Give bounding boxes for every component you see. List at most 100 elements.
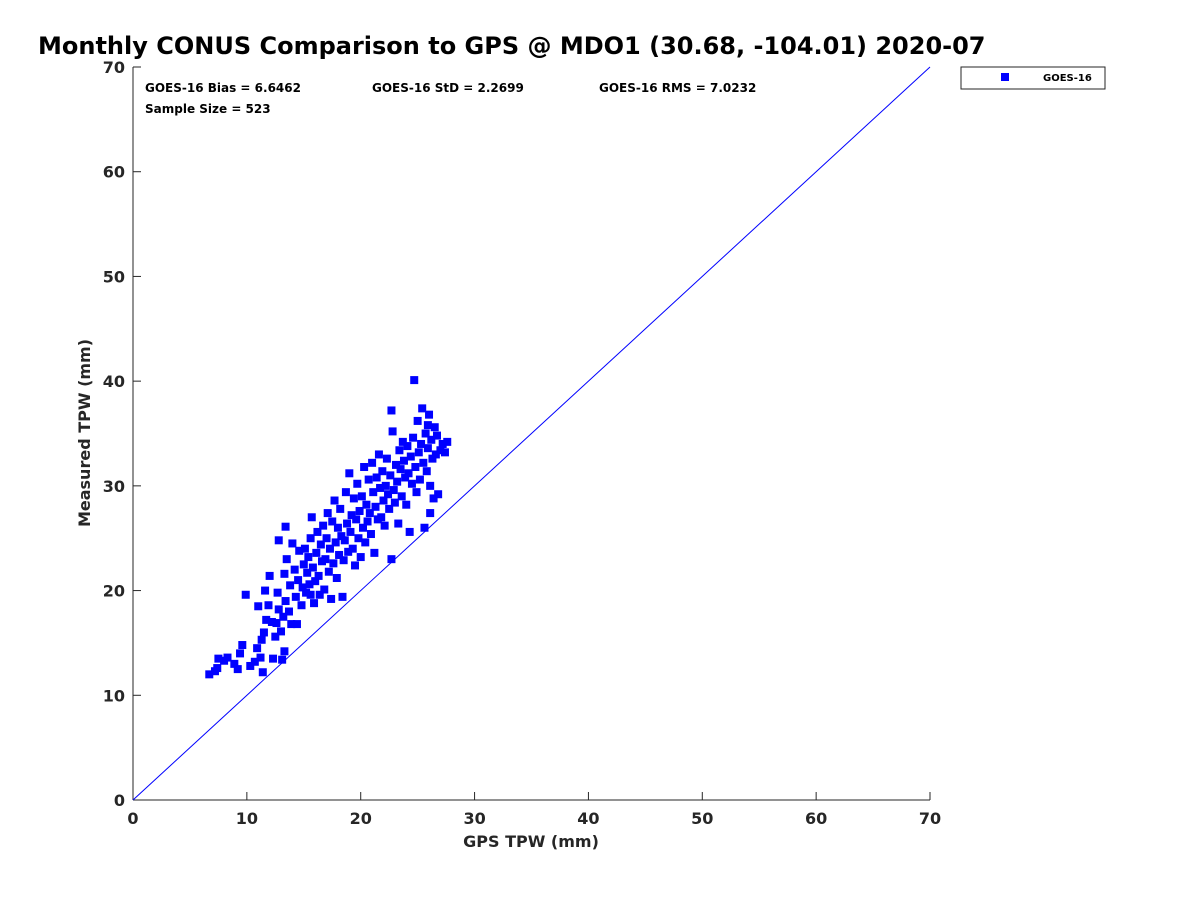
data-point bbox=[287, 620, 296, 629]
stats-annotations: GOES-16 Bias = 6.6462 GOES-16 StD = 2.26… bbox=[145, 81, 756, 116]
y-tick-label: 20 bbox=[103, 582, 125, 601]
data-point bbox=[368, 458, 377, 467]
data-point bbox=[284, 607, 293, 616]
data-point bbox=[295, 546, 304, 555]
data-point bbox=[393, 477, 402, 486]
data-point bbox=[434, 490, 443, 499]
data-point bbox=[335, 550, 344, 559]
x-tick-label: 50 bbox=[691, 809, 713, 828]
data-point bbox=[412, 488, 421, 497]
sample-size-annotation: Sample Size = 523 bbox=[145, 102, 271, 116]
data-point bbox=[297, 601, 306, 610]
data-point bbox=[406, 452, 415, 461]
data-point bbox=[238, 641, 247, 650]
data-point bbox=[313, 527, 322, 536]
data-point bbox=[281, 597, 290, 606]
data-point bbox=[277, 627, 286, 636]
data-point bbox=[282, 555, 291, 564]
data-point bbox=[286, 581, 295, 590]
std-annotation: GOES-16 StD = 2.2699 bbox=[372, 81, 524, 95]
data-point bbox=[361, 538, 370, 547]
data-point bbox=[382, 454, 391, 463]
data-point bbox=[241, 590, 250, 599]
data-point bbox=[323, 509, 332, 518]
y-ticks: 0 10 20 30 40 50 60 70 bbox=[103, 58, 141, 810]
data-point bbox=[376, 483, 385, 492]
data-point bbox=[355, 506, 364, 515]
data-point bbox=[303, 568, 312, 577]
data-point bbox=[299, 560, 308, 569]
y-tick-label: 0 bbox=[114, 791, 125, 810]
data-point bbox=[365, 509, 374, 518]
data-point bbox=[423, 421, 432, 430]
one-to-one-line bbox=[132, 66, 931, 801]
data-point bbox=[315, 590, 324, 599]
data-point bbox=[363, 517, 372, 526]
data-point bbox=[415, 475, 424, 484]
data-point bbox=[356, 553, 365, 562]
data-point bbox=[333, 523, 342, 532]
data-point bbox=[265, 571, 274, 580]
data-point bbox=[358, 523, 367, 532]
x-ticks: 0 10 20 30 40 50 60 70 bbox=[127, 792, 941, 828]
data-point bbox=[264, 601, 273, 610]
data-point bbox=[322, 534, 331, 543]
data-point bbox=[280, 569, 289, 578]
data-point bbox=[372, 473, 381, 482]
data-point bbox=[213, 664, 222, 673]
data-point bbox=[329, 559, 338, 568]
data-point bbox=[352, 515, 361, 524]
data-point bbox=[443, 437, 452, 446]
data-point bbox=[267, 617, 276, 626]
x-tick-label: 20 bbox=[350, 809, 372, 828]
data-point bbox=[417, 439, 426, 448]
data-point bbox=[426, 509, 435, 518]
data-point bbox=[305, 580, 314, 589]
data-point bbox=[307, 513, 316, 522]
data-point bbox=[397, 492, 406, 501]
y-tick-label: 10 bbox=[103, 686, 125, 705]
data-point bbox=[431, 450, 440, 459]
data-point bbox=[392, 460, 401, 469]
y-tick-label: 50 bbox=[103, 267, 125, 286]
data-point bbox=[402, 500, 411, 509]
y-tick-label: 60 bbox=[103, 163, 125, 182]
data-point bbox=[410, 376, 419, 385]
x-tick-label: 40 bbox=[577, 809, 599, 828]
plot-axes bbox=[132, 67, 930, 801]
data-point bbox=[328, 517, 337, 526]
data-point bbox=[337, 532, 346, 541]
data-point bbox=[398, 437, 407, 446]
data-point bbox=[405, 527, 414, 536]
data-point bbox=[379, 496, 388, 505]
data-point bbox=[250, 657, 259, 666]
data-point bbox=[366, 530, 375, 539]
data-point bbox=[384, 490, 393, 499]
data-point bbox=[259, 628, 268, 637]
data-point bbox=[396, 465, 405, 474]
data-point bbox=[339, 556, 348, 565]
data-point bbox=[332, 574, 341, 583]
data-point bbox=[395, 446, 404, 455]
data-point bbox=[401, 473, 410, 482]
data-point bbox=[261, 586, 270, 595]
data-point bbox=[223, 653, 232, 662]
bias-annotation: GOES-16 Bias = 6.6462 bbox=[145, 81, 301, 95]
data-point bbox=[420, 523, 429, 532]
data-point bbox=[294, 576, 303, 585]
data-point bbox=[388, 427, 397, 436]
data-point bbox=[269, 654, 278, 663]
data-point bbox=[300, 544, 309, 553]
data-point bbox=[306, 534, 315, 543]
data-point bbox=[430, 423, 439, 432]
legend-label: GOES-16 bbox=[1043, 73, 1092, 84]
data-point bbox=[246, 661, 255, 670]
x-axis-label: GPS TPW (mm) bbox=[463, 832, 599, 851]
data-point bbox=[407, 479, 416, 488]
data-point bbox=[311, 577, 320, 586]
data-point bbox=[258, 668, 267, 677]
data-point bbox=[274, 536, 283, 545]
data-point bbox=[254, 602, 263, 611]
data-point bbox=[428, 454, 437, 463]
